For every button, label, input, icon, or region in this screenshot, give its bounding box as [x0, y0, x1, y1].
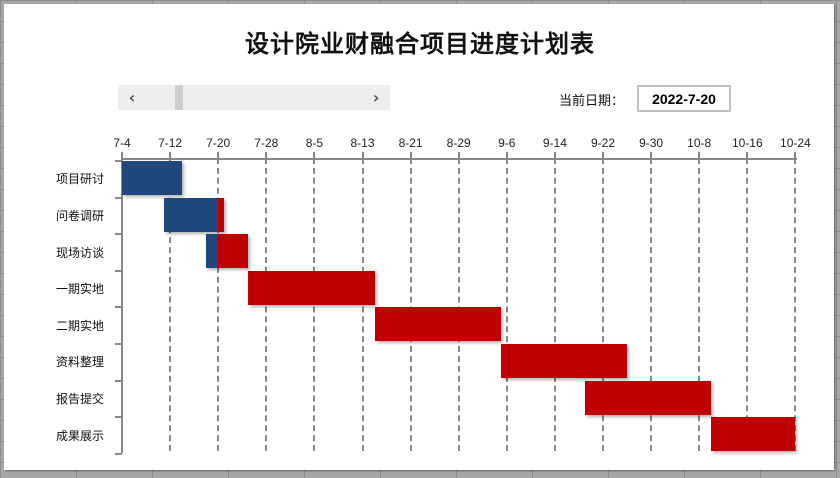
y-tick-mark: [115, 306, 122, 309]
task-bar[interactable]: [500, 344, 628, 378]
task-label: 报告提交: [56, 391, 105, 406]
completed-segment: [206, 234, 219, 269]
remaining-segment: [218, 234, 249, 269]
task-bar[interactable]: [122, 161, 183, 195]
completed-segment: [164, 197, 219, 232]
task-bar[interactable]: [374, 307, 501, 342]
gridline: [409, 158, 412, 451]
x-tick-mark: [217, 152, 220, 158]
task-label: 项目研讨: [56, 172, 105, 187]
gridline: [457, 158, 460, 451]
task-label: 二期实地: [56, 318, 105, 333]
x-tick-mark: [794, 152, 797, 158]
remaining-segment: [218, 197, 225, 232]
x-tick-mark: [169, 152, 172, 158]
y-tick-mark: [115, 196, 122, 199]
y-tick-mark: [115, 416, 122, 419]
remaining-segment: [711, 417, 796, 452]
current-date-label: 当前日期：: [559, 94, 625, 109]
y-tick-mark: [115, 343, 122, 345]
task-bar[interactable]: [248, 270, 375, 305]
remaining-segment: [500, 344, 628, 378]
x-tick-label: 8-29: [446, 136, 471, 150]
x-tick-label: 9-22: [590, 136, 616, 150]
x-tick-label: 9-6: [498, 136, 516, 150]
gridline: [602, 158, 604, 451]
x-tick-mark: [602, 152, 604, 158]
remaining-segment: [248, 270, 375, 305]
task-label: 成果展示: [56, 428, 105, 443]
y-tick-mark: [115, 452, 122, 455]
x-tick-mark: [457, 152, 460, 158]
x-tick-mark: [265, 152, 268, 158]
gridline: [169, 158, 172, 451]
x-tick-mark: [698, 152, 701, 158]
x-tick-label: 9-30: [639, 136, 664, 150]
gridline: [746, 158, 749, 451]
x-tick-mark: [361, 152, 364, 158]
scroll-left-button[interactable]: ‹: [120, 85, 144, 110]
chevron-left-icon: ‹: [128, 88, 136, 107]
completed-segment: [122, 161, 183, 195]
chart-title: 设计院业财融合项目进度计划表: [245, 29, 595, 58]
gridline: [794, 158, 797, 451]
scroll-right-button[interactable]: ›: [364, 85, 388, 110]
x-tick-label: 10-8: [687, 136, 712, 150]
task-label: 资料整理: [56, 355, 105, 370]
y-tick-mark: [115, 160, 122, 162]
x-tick-label: 8-5: [305, 136, 324, 150]
remaining-segment: [584, 380, 712, 415]
y-tick-mark: [115, 379, 122, 382]
scroll-thumb[interactable]: [175, 85, 183, 110]
y-tick-mark: [115, 269, 122, 272]
x-tick-label: 8-13: [350, 136, 375, 150]
x-tick-label: 10-24: [780, 136, 811, 150]
task-bar[interactable]: [584, 380, 712, 415]
task-bar[interactable]: [164, 197, 225, 232]
x-tick-label: 7-28: [254, 136, 279, 150]
timeline-scrollbar[interactable]: ‹ ›: [118, 85, 390, 110]
task-label: 一期实地: [56, 282, 105, 297]
x-tick-mark: [313, 152, 316, 158]
gridline: [650, 158, 653, 451]
gridline: [217, 158, 220, 451]
gridline: [553, 158, 556, 451]
task-label: 现场访谈: [56, 245, 105, 260]
x-tick-mark: [746, 152, 749, 158]
x-tick-mark: [505, 152, 508, 158]
chevron-right-icon: ›: [372, 88, 380, 107]
x-tick-label: 7-12: [158, 136, 183, 150]
remaining-segment: [374, 307, 501, 342]
task-bar[interactable]: [206, 234, 249, 269]
current-date-field[interactable]: 2022-7-20: [637, 85, 731, 112]
x-tick-label: 7-4: [113, 136, 131, 150]
x-tick-label: 7-20: [206, 136, 231, 150]
y-axis: [121, 158, 123, 453]
task-label: 问卷调研: [56, 208, 105, 223]
x-tick-mark: [409, 152, 412, 158]
y-tick-mark: [115, 233, 122, 236]
gridline: [505, 158, 508, 451]
x-tick-mark: [121, 152, 123, 158]
x-tick-label: 9-14: [542, 136, 567, 150]
x-tick-label: 10-16: [731, 136, 763, 150]
task-bar[interactable]: [711, 417, 796, 452]
x-tick-mark: [650, 152, 653, 158]
x-tick-mark: [553, 152, 556, 158]
x-tick-label: 8-21: [398, 136, 423, 150]
gridline: [698, 158, 701, 451]
